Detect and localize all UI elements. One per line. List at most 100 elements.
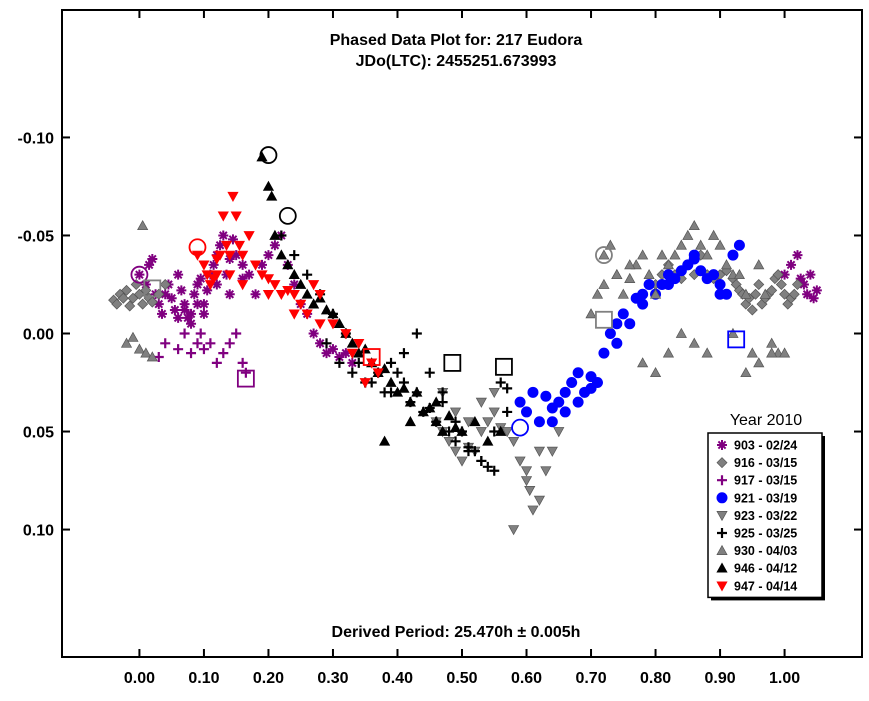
highlight-circle (188, 238, 207, 257)
data-point (160, 289, 171, 300)
legend-entry-label: 917 - 03/15 (734, 474, 797, 488)
data-point (176, 285, 187, 296)
data-point (482, 417, 494, 428)
legend: 903 - 02/24 916 - 03/15 917 - 03/15 921 - 0… (707, 432, 825, 601)
data-point (449, 446, 462, 457)
legend-marker (716, 581, 728, 592)
data-point (524, 485, 536, 497)
data-point (533, 416, 545, 428)
highlight-square (362, 348, 381, 366)
y-tick-label: 0.05 (23, 425, 54, 442)
chart-title: Phased Data Plot for: 217 Eudora (330, 32, 583, 49)
legend-title: Year 2010 (730, 412, 802, 429)
data-point (489, 465, 500, 476)
data-point (117, 292, 129, 304)
highlighted-points (130, 146, 746, 437)
x-tick-label: 1.00 (769, 670, 800, 687)
data-point (237, 273, 248, 284)
data-point (740, 288, 752, 299)
data-point (424, 402, 436, 413)
data-point (157, 308, 167, 319)
data-point (321, 338, 332, 349)
data-point (540, 466, 552, 477)
data-point (750, 288, 762, 300)
data-point (662, 347, 675, 358)
data-point (398, 382, 410, 393)
data-point (463, 446, 474, 457)
data-point (456, 456, 468, 467)
data-point (221, 269, 232, 280)
series-916-03-15 (108, 249, 803, 316)
data-point (282, 259, 294, 270)
data-point (334, 352, 345, 363)
data-point (598, 278, 610, 289)
data-point (198, 260, 210, 271)
legend-box (707, 432, 823, 599)
y-tick-label: -0.05 (18, 228, 55, 245)
data-point (766, 284, 778, 296)
data-point (733, 268, 746, 280)
x-tick-label: 0.10 (188, 670, 219, 687)
data-point (637, 249, 649, 260)
data-point (585, 308, 597, 319)
data-point (559, 386, 571, 398)
data-point (179, 328, 190, 339)
data-point (189, 289, 200, 300)
y-tick-label: -0.10 (18, 130, 55, 147)
x-tick-label: 0.60 (511, 670, 542, 687)
data-point (688, 337, 700, 348)
data-point (727, 327, 739, 338)
data-point (173, 344, 184, 355)
highlight-circle (278, 206, 297, 225)
series-903-02-24 (134, 230, 822, 368)
data-point (727, 249, 739, 261)
data-point (301, 309, 313, 320)
data-point (656, 249, 668, 260)
chart-subtitle: JDo(LTC): 2455251.673993 (356, 53, 557, 70)
legend-marker (716, 457, 728, 469)
highlight-square (143, 279, 162, 298)
data-point (778, 347, 791, 358)
highlight-square (236, 369, 255, 388)
data-point (746, 304, 758, 316)
data-point (233, 240, 246, 251)
data-point (546, 416, 558, 428)
data-point (688, 253, 700, 265)
data-point (262, 180, 275, 191)
data-point (320, 304, 333, 315)
data-point (392, 367, 403, 378)
data-point (520, 476, 533, 487)
axis-ticks (62, 10, 862, 657)
data-point (133, 343, 146, 354)
data-point (240, 367, 251, 378)
data-point (134, 269, 145, 280)
data-point (385, 376, 397, 387)
x-tick-label: 0.50 (446, 670, 477, 687)
legend-marker (717, 475, 727, 486)
data-point (208, 259, 219, 270)
data-point (227, 191, 239, 202)
data-point (215, 240, 226, 251)
data-point (527, 386, 539, 398)
data-point (791, 278, 803, 290)
highlight-circle (130, 265, 149, 284)
data-point (243, 231, 255, 242)
data-point (347, 357, 358, 368)
data-point (301, 288, 313, 299)
tick-labels: 0.00 0.10 0.20 0.30 0.40 0.50 0.60 0.70 0.80 0.90… (18, 130, 801, 687)
data-point (411, 386, 423, 397)
data-point (127, 331, 139, 342)
data-point (788, 288, 800, 300)
data-point (334, 357, 345, 368)
data-point (521, 406, 533, 418)
legend-marker (716, 511, 728, 522)
legend-marker (716, 544, 728, 555)
data-point (482, 461, 493, 472)
data-point (302, 269, 313, 280)
data-point (450, 436, 461, 447)
data-point (643, 278, 655, 290)
data-point (315, 338, 326, 349)
data-point (624, 259, 636, 270)
data-point (217, 211, 229, 222)
data-point (214, 250, 226, 261)
